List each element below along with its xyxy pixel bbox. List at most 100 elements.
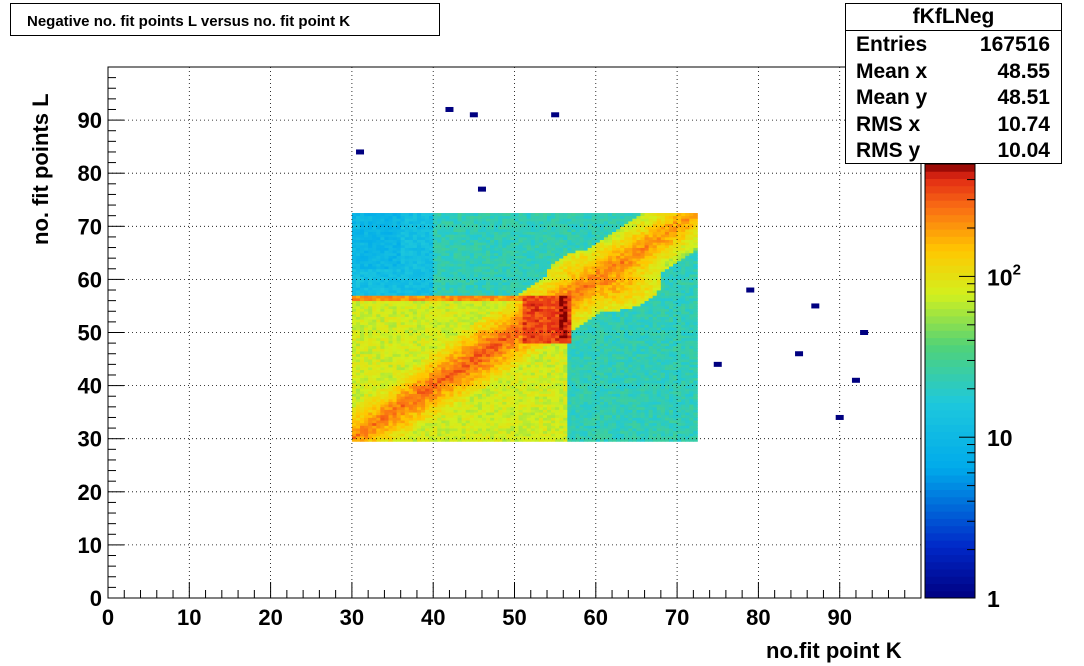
heatmap-cell [408,239,414,243]
heatmap-cell [380,242,385,246]
heatmap-cell [530,255,536,259]
heatmap-cell [408,361,414,365]
heatmap-cell [355,412,361,416]
heatmap-cell [364,228,369,233]
heatmap-cell [412,327,418,331]
heatmap-cell [404,412,410,416]
heatmap-cell [445,255,450,259]
heatmap-cell [351,213,357,217]
heatmap-cell [579,390,585,394]
heatmap-cell [477,396,483,400]
heatmap-cell [429,396,434,400]
heatmap-cell [473,374,479,379]
heatmap-cell [469,337,475,341]
heatmap-cell [518,244,524,248]
heatmap-cell [351,292,357,296]
heatmap-cell [441,244,446,248]
heatmap-cell [534,303,540,307]
heatmap-cell [583,252,589,256]
heatmap-cell [421,359,426,363]
heatmap-cell [355,215,361,219]
heatmap-cell [534,351,540,355]
heatmap-cell [465,247,471,251]
heatmap-cell [384,361,389,365]
heatmap-cell [502,324,507,328]
heatmap-cell [579,263,585,267]
heatmap-cell [563,345,568,349]
heatmap-cell [384,332,389,336]
heatmap-cell [563,266,568,270]
heatmap-cell [412,321,418,325]
heatmap-cell [473,255,479,259]
heatmap-cell [453,425,458,429]
heatmap-cell [429,252,434,256]
heatmap-cell [563,393,568,397]
heatmap-cell [461,263,467,267]
heatmap-cell [433,393,438,397]
heatmap-cell [465,364,471,368]
heatmap-cell [518,279,524,283]
heatmap-cell [518,337,524,341]
heatmap-cell [486,255,491,259]
heatmap-cell [380,292,385,296]
heatmap-cell [449,329,454,333]
heatmap-cell [579,414,585,418]
heatmap-cell [542,340,548,344]
heatmap-cell [510,228,515,233]
heatmap-cell [384,231,389,235]
heatmap-cell [376,398,381,402]
heatmap-cell [457,433,463,437]
heatmap-cell [364,364,369,368]
heatmap-cell [583,385,589,389]
heatmap-cell [563,388,568,392]
heatmap-cell [498,311,503,315]
heatmap-cell [551,359,556,363]
heatmap-cell [404,247,410,251]
heatmap-cell [372,290,377,294]
heatmap-cell [542,401,548,405]
heatmap-cell [502,252,507,256]
heatmap-cell [579,279,585,283]
heatmap-cell [526,276,532,280]
heatmap-cell [396,274,402,278]
heatmap-cell [412,412,418,416]
heatmap-cell [481,329,487,333]
heatmap-cell [518,255,524,259]
heatmap-cell [498,263,503,267]
heatmap-cell [575,223,580,227]
heatmap-cell [579,412,585,416]
heatmap-cell [530,409,536,413]
heatmap-cell [360,412,365,416]
heatmap-cell [433,351,438,355]
heatmap-cell [351,374,357,379]
heatmap-cell [473,250,479,254]
heatmap-cell [433,234,438,238]
heatmap-cell [355,242,361,246]
heatmap-cell [368,271,373,275]
heatmap-cell [494,369,499,373]
heatmap-cell [416,308,422,312]
heatmap-cell [547,436,552,440]
heatmap-cell [555,425,560,429]
heatmap-cell [486,382,491,386]
heatmap-cell [567,351,572,355]
heatmap-cell [425,258,430,262]
heatmap-cell [481,369,487,373]
heatmap-cell [351,390,357,394]
heatmap-cell [542,250,548,254]
heatmap-cell [477,329,483,333]
heatmap-cell [522,313,528,317]
heatmap-cell [355,260,361,264]
heatmap-cell [530,250,536,254]
heatmap-cell [437,364,442,368]
heatmap-cell [534,414,540,418]
heatmap-cell [372,228,377,233]
heatmap-cell [486,250,491,254]
heatmap-cell [421,343,426,347]
heatmap-cell [486,340,491,344]
heatmap-cell [571,364,576,368]
heatmap-cell [538,417,544,421]
heatmap-cell [351,369,357,373]
heatmap-cell [583,433,589,437]
heatmap-cell [494,220,499,225]
